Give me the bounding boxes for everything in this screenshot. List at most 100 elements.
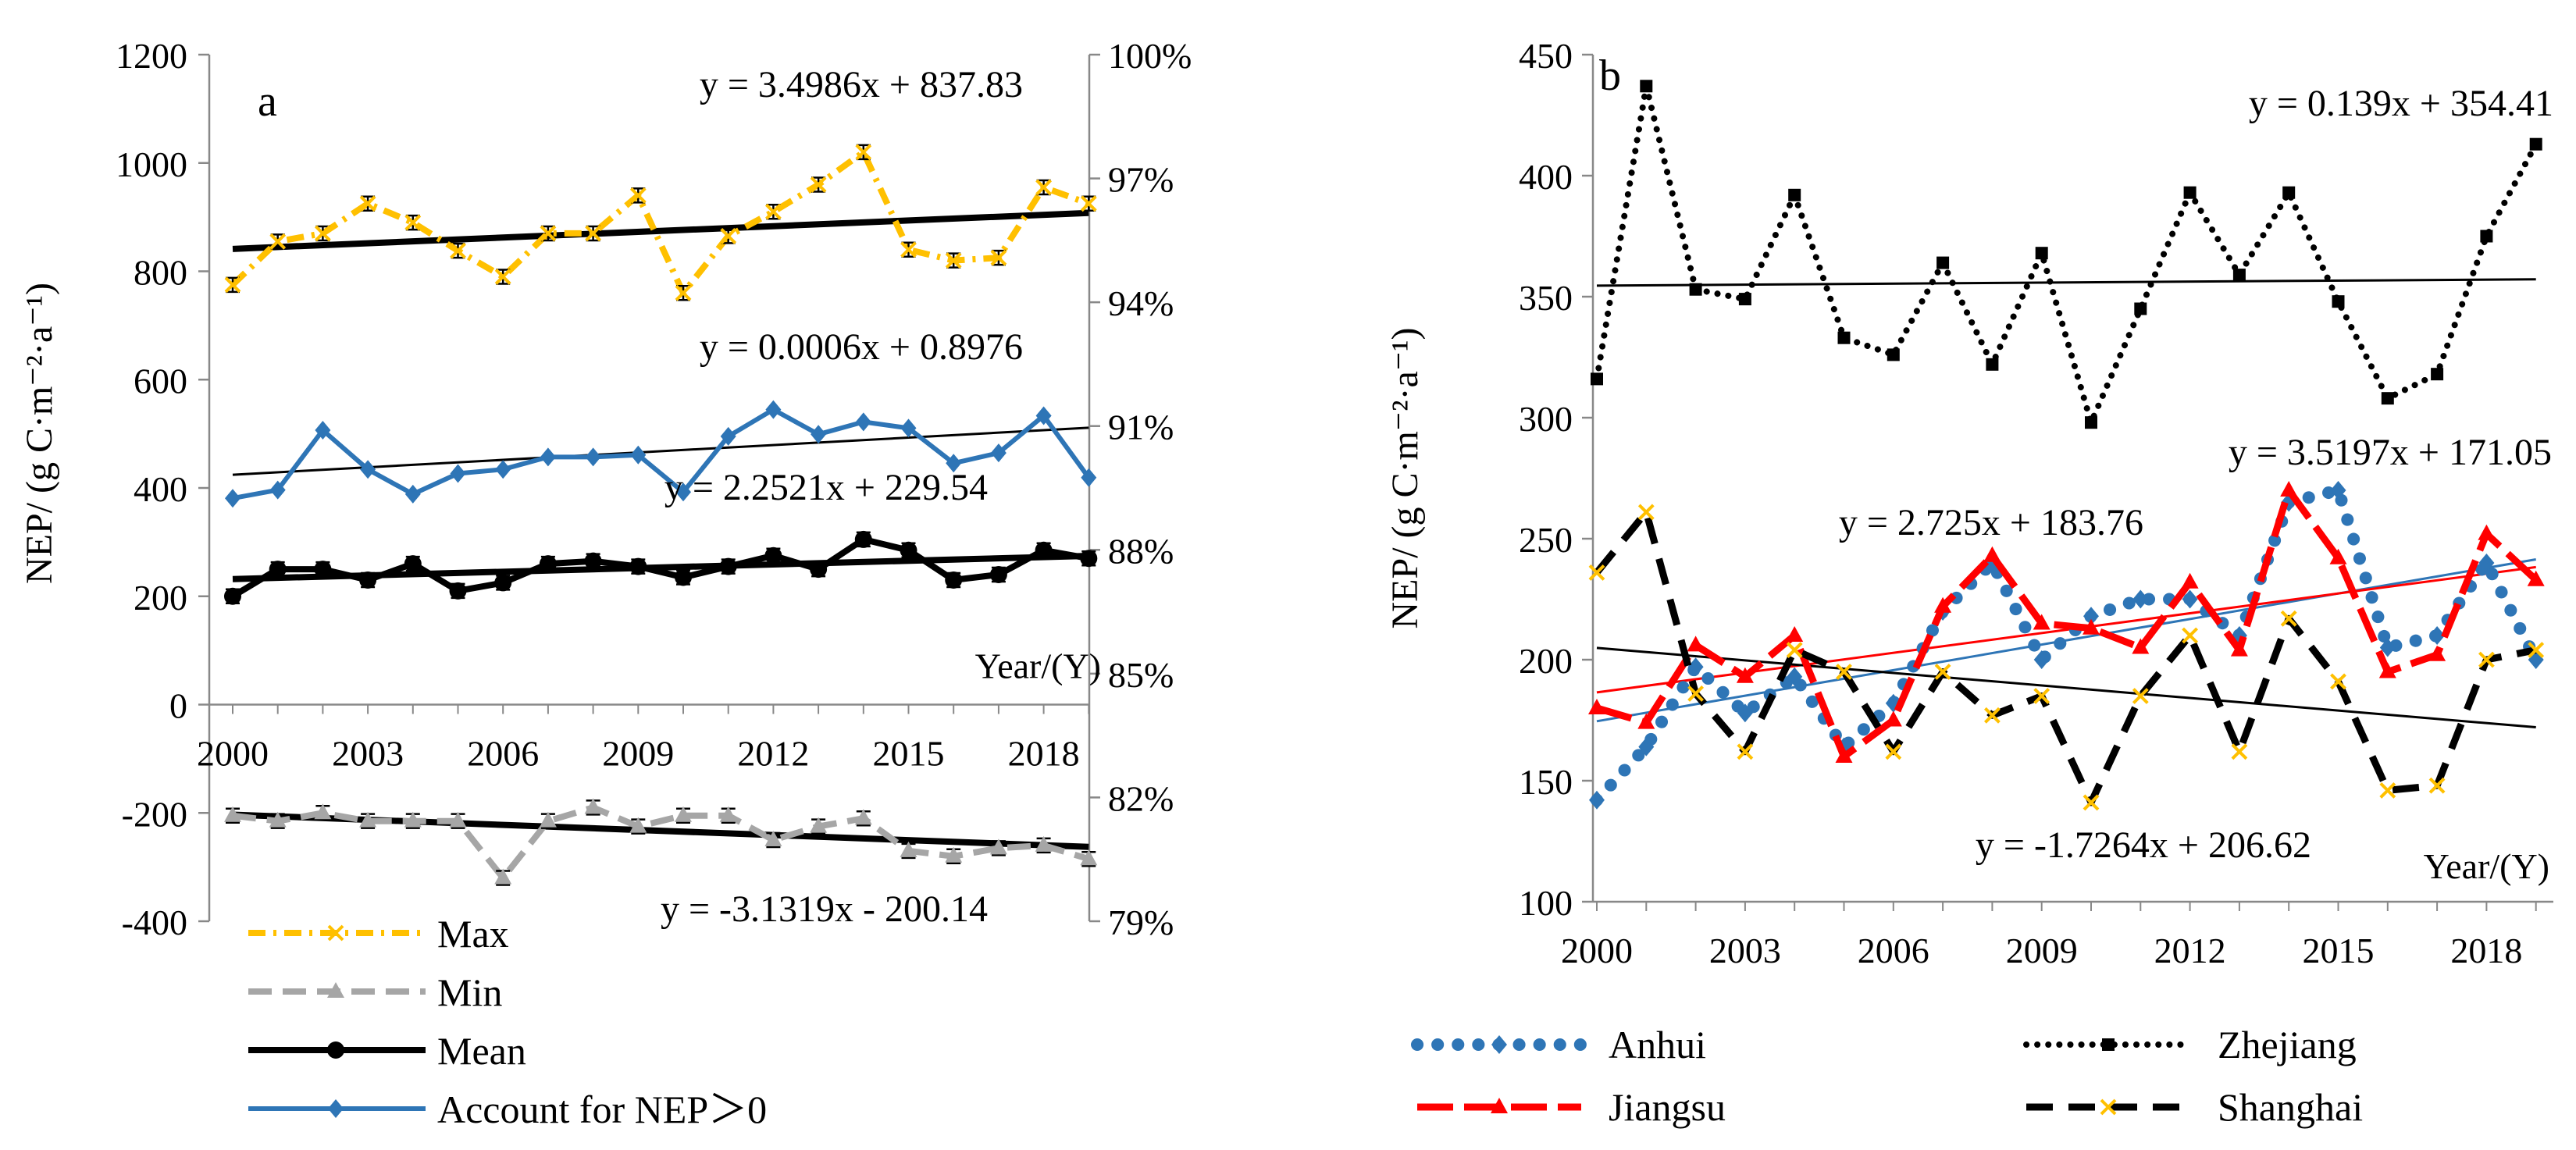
panel-a-left-tick-label: 1000 xyxy=(116,144,187,184)
panel-b-point-jiangsu xyxy=(2230,640,2248,657)
panel-b-point-anhui xyxy=(2478,554,2495,572)
panel-a-point-mean xyxy=(989,566,1007,583)
panel-b-point-shanghai xyxy=(2280,610,2297,627)
panel-b-legend-marker-anhui xyxy=(1491,1035,1507,1054)
panel-a-point-account-for-nep-0 xyxy=(900,418,917,438)
panel-b-y-tick-label: 350 xyxy=(1519,278,1573,318)
panel-b-point-jiangsu xyxy=(2527,570,2545,586)
panel-a-legend-marker-account-for-nep-0 xyxy=(328,1099,344,1118)
panel-a-point-mean xyxy=(629,557,647,575)
panel-b-point-zhejiang xyxy=(1887,348,1900,361)
panel-a-point-account-for-nep-0 xyxy=(720,426,736,446)
panel-a-point-min xyxy=(539,811,557,828)
panel-a-legend-label-account-for-nep-0: Account for NEP＞0 xyxy=(437,1088,767,1131)
panel-b-point-anhui xyxy=(2379,638,2396,657)
panel-a-x-tick-label: 2000 xyxy=(197,734,269,774)
panel-a-point-account-for-nep-0 xyxy=(675,482,691,502)
panel-a-point-account-for-nep-0 xyxy=(1081,468,1097,487)
panel-b-series-line-jiangsu xyxy=(1595,486,2539,760)
panel-b-point-anhui xyxy=(2033,650,2050,669)
panel-a-equation-mean: y = 2.2521x + 229.54 xyxy=(664,467,988,508)
panel-a-legend-label-max: Max xyxy=(437,912,509,956)
panel-b-point-jiangsu xyxy=(2378,662,2396,678)
panel-b-point-anhui xyxy=(1787,667,1803,686)
panel-a-right-tick-label: 79% xyxy=(1108,903,1174,942)
panel-b-point-zhejiang xyxy=(1689,283,1702,296)
panel-a-point-min xyxy=(900,841,917,857)
panel-a-x-tick-label: 2018 xyxy=(1008,734,1080,774)
panel-a-left-tick-label: -400 xyxy=(122,903,187,942)
panel-a-point-account-for-nep-0 xyxy=(540,447,556,467)
panel-a-point-account-for-nep-0 xyxy=(360,460,376,479)
panel-a-point-mean xyxy=(224,587,241,605)
panel-a-point-max xyxy=(1035,179,1053,196)
panel-b-point-zhejiang xyxy=(2232,269,2246,282)
panel-b-legend-marker-shanghai xyxy=(2100,1098,2117,1116)
panel-b-point-shanghai xyxy=(2330,673,2346,690)
panel-a-labels: y = 3.4986x + 837.83 y = 0.0006x + 0.8976… xyxy=(661,64,1023,930)
panel-b-point-jiangsu xyxy=(1786,626,1804,642)
panel-b-point-jiangsu xyxy=(2329,548,2347,564)
panel-b-point-zhejiang xyxy=(1837,331,1851,344)
panel-b-point-shanghai xyxy=(1885,743,1902,760)
panel-b-point-zhejiang xyxy=(2183,186,2197,199)
panel-a-equation-max: y = 3.4986x + 837.83 xyxy=(700,64,1023,105)
panel-b-point-anhui xyxy=(1687,657,1704,677)
panel-a-point-max xyxy=(314,225,331,242)
panel-b-point-zhejiang xyxy=(2381,392,2394,405)
panel-a-point-min xyxy=(764,830,782,846)
panel-a-point-account-for-nep-0 xyxy=(495,460,511,479)
panel-b-legend-label-jiangsu: Jiangsu xyxy=(1609,1085,1726,1129)
panel-b-point-shanghai xyxy=(1934,664,1951,680)
panel-b-point-jiangsu xyxy=(2280,481,2298,497)
panel-a-point-account-for-nep-0 xyxy=(765,400,782,419)
panel-a-right-tick-label: 91% xyxy=(1108,408,1174,447)
panel-a-point-min xyxy=(494,868,512,885)
panel-a-point-max xyxy=(900,241,917,258)
panel-a-point-mean xyxy=(584,552,602,570)
panel-a-x-tick-label: 2009 xyxy=(602,734,674,774)
panel-b-point-jiangsu xyxy=(2033,614,2050,630)
panel-b-point-jiangsu xyxy=(1736,667,1754,683)
panel-b-point-anhui xyxy=(2083,607,2099,626)
panel-a-equation-min: y = -3.1319x - 200.14 xyxy=(661,888,988,930)
panel-b-point-jiangsu xyxy=(2083,618,2100,635)
panel-a-point-mean xyxy=(1080,550,1098,568)
panel-a-x-tick-label: 2015 xyxy=(873,734,945,774)
panel-b-point-shanghai xyxy=(2132,688,2149,704)
panel-a-point-max xyxy=(494,269,511,285)
panel-b-x-tick-label: 2000 xyxy=(1561,931,1633,970)
panel-a-legend-label-min: Min xyxy=(437,970,502,1014)
panel-a-point-max xyxy=(720,227,737,244)
panel-b-point-jiangsu xyxy=(2428,645,2446,661)
panel-a-series-line-account-for-nep-0 xyxy=(232,407,1091,501)
panel-a-point-min xyxy=(1035,835,1053,852)
panel-b-point-shanghai xyxy=(2083,794,2100,811)
panel-a-point-account-for-nep-0 xyxy=(450,464,466,483)
panel-a-point-mean xyxy=(764,547,782,564)
panel-b-point-shanghai xyxy=(2428,777,2446,794)
panel-b-point-shanghai xyxy=(2182,627,2199,644)
panel-b-point-jiangsu xyxy=(2181,572,2199,589)
panel-b-point-jiangsu xyxy=(1884,710,1902,727)
panel-a-point-mean xyxy=(900,541,917,559)
panel-a-point-account-for-nep-0 xyxy=(269,480,286,500)
panel-a-legend-marker-mean xyxy=(327,1041,344,1059)
panel-b-legend-label-shanghai: Shanghai xyxy=(2218,1085,2363,1129)
panel-a-point-account-for-nep-0 xyxy=(946,454,962,473)
panel-b-x-tick-label: 2015 xyxy=(2303,931,2375,970)
panel-b-point-shanghai xyxy=(2231,743,2248,760)
panel-b-point-zhejiang xyxy=(1640,80,1653,93)
panel-a-left-tick-label: 1200 xyxy=(116,36,187,76)
panel-b-series xyxy=(1588,80,2545,811)
panel-b-point-zhejiang xyxy=(2529,137,2542,151)
panel-b-y-tick-label: 250 xyxy=(1519,520,1573,560)
panel-b-y-tick-label: 100 xyxy=(1519,883,1573,923)
panel-a-point-min xyxy=(314,803,332,820)
panel-a-point-max xyxy=(810,176,827,193)
panel-a-point-mean xyxy=(494,574,512,592)
panel-a-point-mean xyxy=(719,557,737,575)
panel-b-point-shanghai xyxy=(1836,664,1852,680)
panel-a-point-min xyxy=(629,817,647,833)
